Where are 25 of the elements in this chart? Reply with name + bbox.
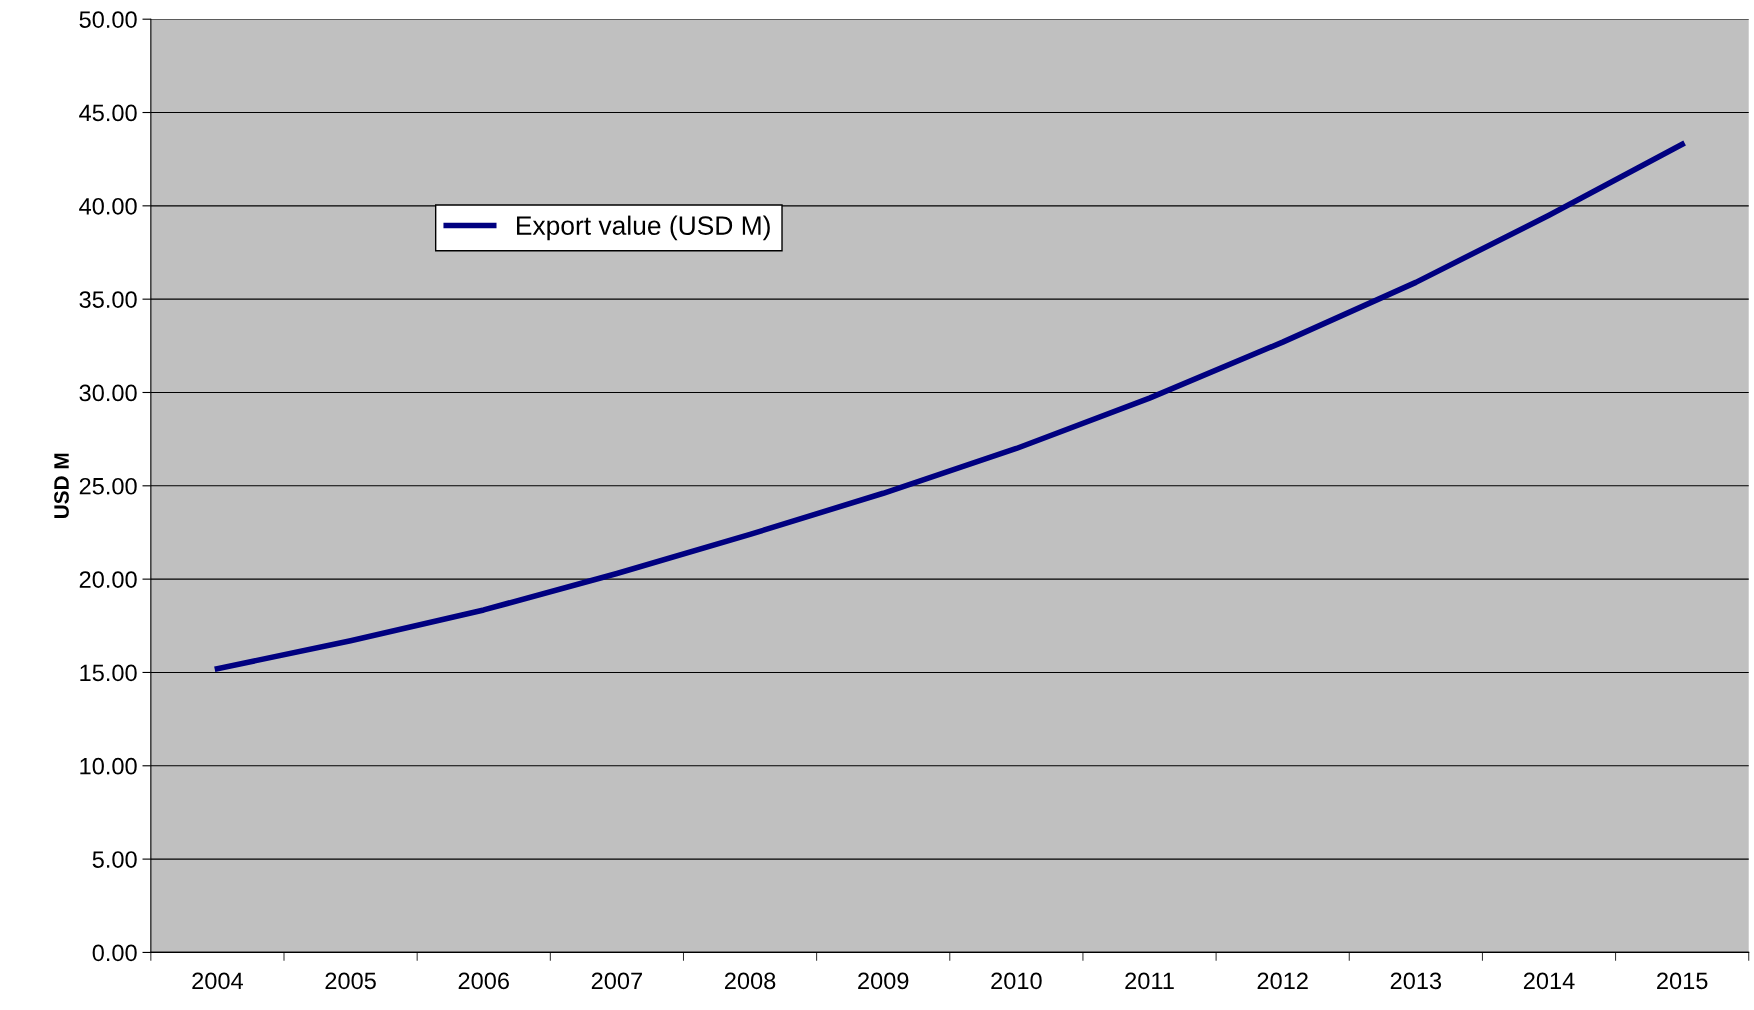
y-tick-label: 45.00 bbox=[79, 104, 137, 122]
y-tick-label: 20.00 bbox=[79, 571, 137, 588]
legend-label: Export value (USD M) bbox=[517, 215, 770, 241]
x-tick-label: 2010 bbox=[991, 972, 1042, 990]
x-tick-label: 2006 bbox=[458, 972, 509, 990]
y-tick-label: 40.00 bbox=[79, 197, 137, 215]
x-tick-label: 2014 bbox=[1523, 972, 1575, 990]
y-tick-label: 5.00 bbox=[92, 851, 137, 868]
y-tick-label: 35.00 bbox=[79, 291, 137, 308]
x-tick-label: 2012 bbox=[1257, 972, 1308, 990]
y-tick-label: 10.00 bbox=[80, 757, 137, 775]
x-tick-label: 2011 bbox=[1125, 972, 1174, 990]
x-tick-label: 2013 bbox=[1390, 972, 1442, 990]
x-tick-label: 2009 bbox=[858, 972, 909, 990]
x-tick-label: 2004 bbox=[192, 972, 243, 990]
y-tick-label: 0.00 bbox=[92, 944, 137, 962]
x-tick-label: 2008 bbox=[724, 972, 776, 990]
y-tick-label: 15.00 bbox=[80, 664, 137, 682]
x-tick-label: 2007 bbox=[591, 972, 642, 990]
y-tick-label: 25.00 bbox=[79, 477, 137, 495]
y-axis-title: USD M bbox=[54, 453, 69, 519]
x-tick-label: 2015 bbox=[1657, 972, 1708, 990]
y-tick-label: 50.00 bbox=[79, 11, 137, 28]
x-tick-label: 2005 bbox=[325, 972, 376, 990]
y-tick-label: 30.00 bbox=[79, 384, 137, 402]
